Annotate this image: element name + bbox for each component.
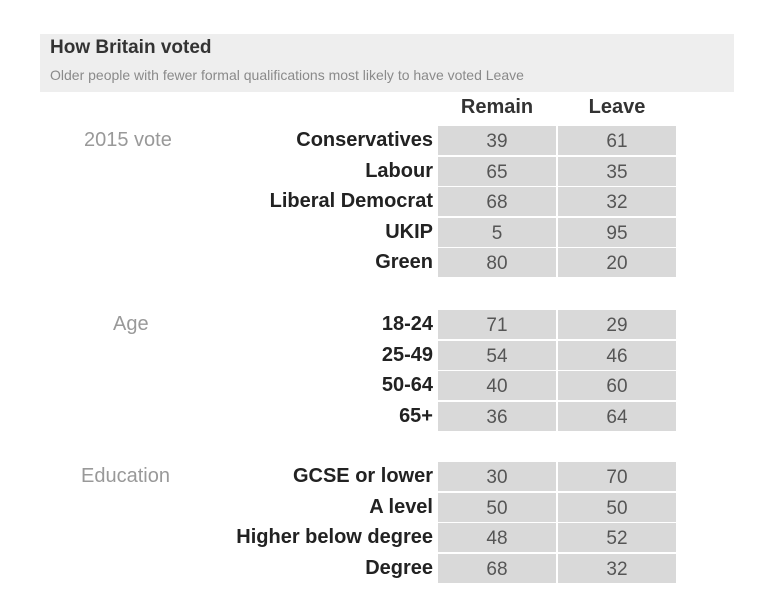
row-label: GCSE or lower: [292, 465, 433, 487]
cell-leave: 60: [558, 371, 676, 400]
cell-leave: 50: [558, 493, 676, 522]
row-label: Conservatives: [296, 129, 433, 151]
cell-remain: 30: [438, 462, 556, 491]
cell-remain: 40: [438, 371, 556, 400]
cell-leave: 46: [558, 341, 676, 370]
group-label: Education: [81, 465, 170, 487]
cell-remain: 68: [438, 554, 556, 583]
cell-remain: 5: [438, 218, 556, 247]
cell-remain: 71: [438, 310, 556, 339]
cell-leave: 70: [558, 462, 676, 491]
row-label: A level: [369, 496, 433, 518]
chart-subtitle: Older people with fewer formal qualifica…: [50, 67, 524, 83]
column-header-leave: Leave: [588, 96, 646, 118]
group-label: Age: [113, 313, 149, 335]
chart-title: How Britain voted: [50, 37, 212, 58]
cell-remain: 36: [438, 402, 556, 431]
cell-leave: 95: [558, 218, 676, 247]
row-label: 18-24: [381, 313, 433, 335]
cell-remain: 39: [438, 126, 556, 155]
cell-leave: 32: [558, 554, 676, 583]
cell-remain: 48: [438, 523, 556, 552]
row-label: 25-49: [381, 344, 433, 366]
cell-leave: 32: [558, 187, 676, 216]
row-label: Degree: [365, 557, 433, 579]
cell-remain: 80: [438, 248, 556, 277]
cell-leave: 35: [558, 157, 676, 186]
row-label: UKIP: [385, 221, 433, 243]
cell-leave: 61: [558, 126, 676, 155]
row-label: 65+: [399, 405, 433, 427]
cell-leave: 52: [558, 523, 676, 552]
cell-remain: 68: [438, 187, 556, 216]
cell-leave: 29: [558, 310, 676, 339]
row-label: Higher below degree: [236, 526, 433, 548]
row-label: 50-64: [381, 374, 433, 396]
cell-leave: 64: [558, 402, 676, 431]
group-label: 2015 vote: [84, 129, 172, 151]
column-header-remain: Remain: [460, 96, 534, 118]
cell-remain: 54: [438, 341, 556, 370]
chart-header: How Britain voted Older people with fewe…: [40, 34, 734, 92]
cell-remain: 50: [438, 493, 556, 522]
cell-remain: 65: [438, 157, 556, 186]
cell-leave: 20: [558, 248, 676, 277]
row-label: Green: [375, 251, 433, 273]
row-label: Labour: [365, 160, 433, 182]
row-label: Liberal Democrat: [269, 190, 433, 212]
